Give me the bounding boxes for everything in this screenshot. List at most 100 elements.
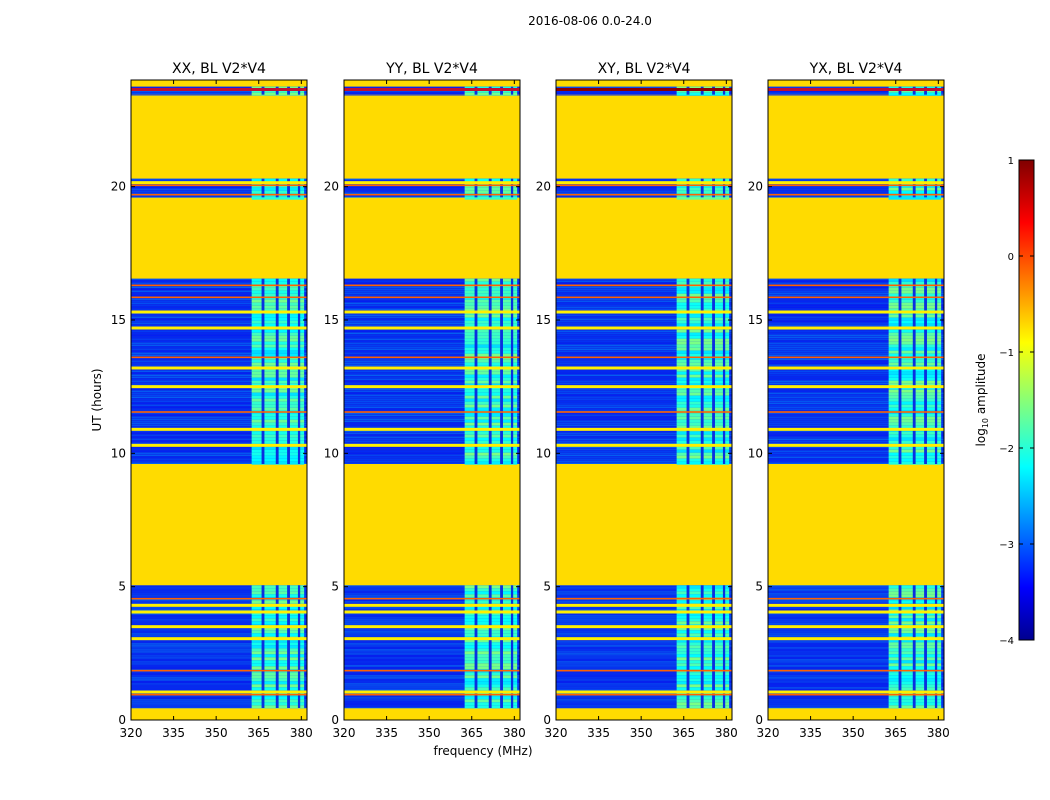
noise-row (344, 607, 520, 609)
noise-row (768, 338, 944, 340)
noise-row (768, 354, 944, 356)
rfi-row (556, 411, 732, 413)
noise-row (768, 292, 944, 294)
noise-row (344, 400, 520, 402)
noise-row (344, 338, 520, 340)
noise-row (768, 382, 944, 384)
panel-xx: XX, BL V2*V4 320 335 350 365 380 0 5 10 15 20 (111, 61, 313, 740)
y-tick-label: 20 (111, 180, 126, 194)
noise-row (131, 617, 307, 619)
noise-row (768, 196, 944, 198)
noise-row (344, 378, 520, 380)
colorbar-group: 1 0 −1 −2 −3 −4 log10 amplitude (974, 156, 1035, 647)
noise-row (556, 673, 732, 675)
x-tick-label: 320 (757, 726, 780, 740)
noise-row (768, 593, 944, 595)
noise-row (768, 675, 944, 677)
noise-row (131, 352, 307, 354)
noise-row (131, 330, 307, 332)
noise-row (131, 621, 307, 623)
noise-row (131, 454, 307, 456)
noise-row (768, 320, 944, 322)
noise-row (344, 460, 520, 462)
noise-row (556, 653, 732, 655)
noise-row (768, 462, 944, 464)
noise-row (556, 286, 732, 288)
noise-row (556, 302, 732, 304)
noise-row (556, 308, 732, 310)
noise-row (344, 370, 520, 372)
noise-row (131, 649, 307, 651)
rfi-gap (500, 585, 503, 708)
noise-row (768, 599, 944, 601)
noise-row (768, 308, 944, 310)
flag-stripe (556, 326, 732, 330)
noise-row (768, 617, 944, 619)
rfi-row-top (556, 88, 732, 91)
noise-row (344, 615, 520, 617)
flag-stripe (131, 603, 307, 607)
noise-row (556, 456, 732, 458)
noise-row (344, 344, 520, 346)
observed-block (344, 278, 520, 465)
noise-row (556, 450, 732, 452)
x-tick-label: 350 (418, 726, 441, 740)
noise-row (556, 432, 732, 434)
rfi-gap (934, 278, 938, 464)
noise-row (131, 671, 307, 673)
noise-row (768, 665, 944, 667)
noise-row (556, 304, 732, 306)
noise-row (768, 186, 944, 188)
flag-stripe (768, 181, 944, 185)
noise-row (556, 689, 732, 691)
noise-row (131, 420, 307, 422)
noise-row (556, 462, 732, 464)
noise-row (768, 372, 944, 374)
noise-row (344, 414, 520, 416)
noise-row (556, 362, 732, 364)
flag-stripe (768, 690, 944, 694)
rfi-row (556, 356, 732, 359)
rfi-row (768, 356, 944, 359)
noise-row (131, 689, 307, 691)
noise-row (131, 448, 307, 450)
noise-row (131, 613, 307, 615)
noise-row (768, 302, 944, 304)
noise-row (768, 314, 944, 316)
noise-row (768, 442, 944, 444)
noise-row (768, 681, 944, 683)
noise-row (344, 677, 520, 679)
y-tick-label: 10 (111, 446, 126, 460)
noise-row (556, 649, 732, 651)
observed-block (344, 585, 520, 709)
noise-row (131, 430, 307, 432)
noise-row (768, 400, 944, 402)
figure-title: 2016-08-06 0.0-24.0 (528, 14, 652, 28)
rfi-gap (686, 178, 690, 198)
noise-row (768, 621, 944, 623)
noise-row (131, 394, 307, 396)
rfi-gap (261, 585, 265, 708)
noise-row (768, 406, 944, 408)
rfi-row (131, 184, 307, 187)
flag-stripe (768, 427, 944, 431)
noise-row (131, 635, 307, 637)
noise-row (131, 677, 307, 679)
noise-row (344, 308, 520, 310)
flag-stripe (344, 625, 520, 629)
noise-row (556, 178, 732, 180)
noise-row (556, 448, 732, 450)
noise-row (768, 687, 944, 689)
noise-row (768, 418, 944, 420)
noise-row (768, 653, 944, 655)
noise-row (344, 683, 520, 685)
noise-row (131, 629, 307, 631)
noise-row (556, 699, 732, 701)
noise-row (556, 188, 732, 190)
noise-row (131, 432, 307, 434)
noise-row (131, 280, 307, 282)
rfi-band-row (464, 196, 518, 200)
noise-row (768, 448, 944, 450)
noise-row (344, 619, 520, 621)
rfi-row (556, 193, 732, 196)
